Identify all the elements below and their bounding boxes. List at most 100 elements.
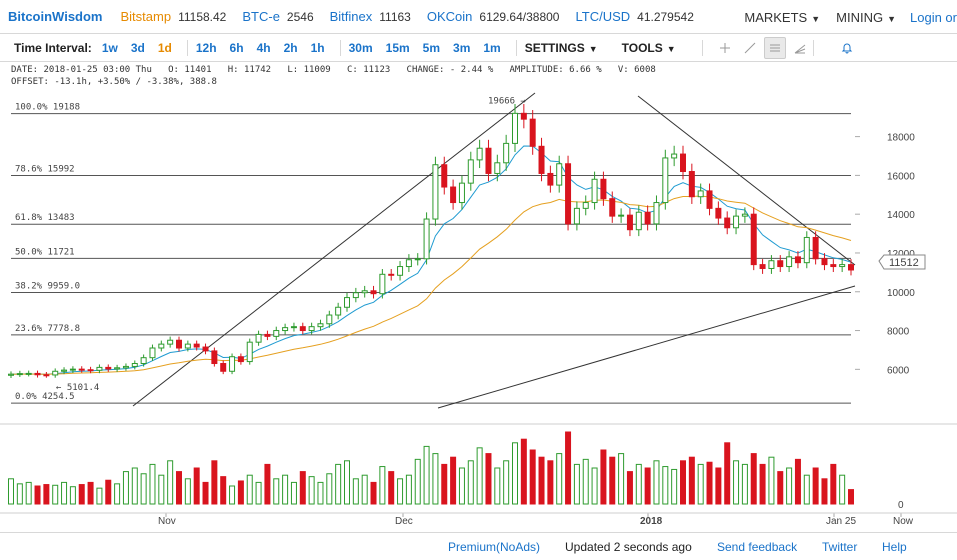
settings-label: SETTINGS bbox=[524, 40, 585, 55]
fan-tool-icon[interactable] bbox=[789, 37, 811, 59]
market-okcoin[interactable]: OKCoin 6129.64/38800 bbox=[427, 9, 560, 24]
candle-up bbox=[573, 207, 580, 225]
bell-icon[interactable] bbox=[836, 37, 858, 59]
fib-level-label: 61.8% 13483 bbox=[15, 213, 75, 223]
volume-bar-up bbox=[573, 463, 580, 505]
volume-bar-up bbox=[733, 460, 740, 505]
candle-down bbox=[830, 264, 837, 268]
candle-up bbox=[467, 159, 474, 184]
market-ltcusd[interactable]: LTC/USD 41.279542 bbox=[575, 9, 693, 24]
volume-bar-down bbox=[43, 484, 50, 505]
volume-bar-up bbox=[96, 487, 103, 505]
candle-down bbox=[706, 190, 713, 209]
volume-bar-down bbox=[441, 463, 448, 505]
volume-bar-down bbox=[520, 438, 527, 505]
volume-bar-up bbox=[344, 460, 350, 505]
price-chart[interactable]: 100.0% 19188 78.6% 15992 61.8% 13483 50.0% … bbox=[0, 62, 957, 530]
candle-up bbox=[405, 259, 412, 268]
price-tick-label: 18000 bbox=[887, 133, 915, 144]
candle-down bbox=[105, 366, 112, 370]
time-tick-label: Nov bbox=[158, 516, 176, 527]
toolbar-divider bbox=[812, 39, 814, 56]
price-tick-label: 6000 bbox=[887, 365, 910, 376]
volume-bar-down bbox=[750, 453, 757, 505]
volume-bar-down bbox=[264, 463, 271, 505]
interval-1w[interactable]: 1w bbox=[101, 40, 118, 55]
interval-1m[interactable]: 1m bbox=[483, 40, 501, 55]
volume-bar-down bbox=[600, 449, 607, 505]
help-link[interactable]: Help bbox=[882, 540, 907, 554]
market-bitfinex[interactable]: Bitfinex 11163 bbox=[330, 9, 411, 24]
twitter-link[interactable]: Twitter bbox=[822, 540, 858, 554]
markets-menu[interactable]: MARKETS ▼ bbox=[744, 10, 820, 25]
mining-menu[interactable]: MINING ▼ bbox=[836, 10, 896, 25]
volume-bar-up bbox=[494, 467, 501, 505]
interval-4h[interactable]: 4h bbox=[256, 40, 271, 55]
current-price-label: 11512 bbox=[889, 257, 919, 269]
fibonacci-tool-icon[interactable] bbox=[763, 36, 786, 59]
candle-down bbox=[821, 258, 828, 266]
interval-1h[interactable]: 1h bbox=[310, 40, 325, 55]
candle-up bbox=[352, 292, 359, 299]
interval-3m[interactable]: 3m bbox=[453, 40, 471, 55]
send-feedback-link[interactable]: Send feedback bbox=[717, 540, 798, 554]
volume-bar-up bbox=[158, 474, 165, 505]
volume-bar-down bbox=[821, 478, 828, 505]
volume-bar-down bbox=[193, 467, 200, 505]
volume-bar-up bbox=[52, 484, 59, 505]
candle-down bbox=[237, 356, 244, 363]
candle-down bbox=[193, 343, 200, 348]
volume-bar-up bbox=[184, 478, 191, 505]
volume-axis-label: 0 bbox=[898, 500, 904, 511]
volume-bar-up bbox=[503, 460, 510, 505]
settings-dropdown[interactable]: SETTINGS ▼ bbox=[525, 41, 598, 55]
candle-up bbox=[803, 236, 810, 264]
candle-down bbox=[220, 363, 227, 372]
candle-up bbox=[494, 162, 501, 174]
candle-up bbox=[379, 273, 386, 295]
price-axis: 6000 8000 10000 12000 14000 16000 18000 0 bbox=[855, 133, 915, 511]
volume-bar-down bbox=[211, 460, 218, 505]
interval-15m[interactable]: 15m bbox=[385, 40, 410, 55]
market-exchange-name: BTC-e bbox=[242, 9, 280, 24]
volume-bar-up bbox=[61, 481, 68, 505]
candle-up bbox=[697, 190, 704, 198]
premium-link[interactable]: Premium(NoAds) bbox=[448, 540, 541, 554]
chevron-down-icon: ▼ bbox=[588, 43, 598, 54]
crosshair-tool-icon[interactable] bbox=[714, 37, 736, 59]
candle-down bbox=[609, 198, 616, 217]
volume-bar-down bbox=[202, 481, 209, 505]
volume-bar-down bbox=[34, 485, 41, 505]
interval-5m[interactable]: 5m bbox=[422, 40, 441, 55]
market-bitstamp[interactable]: Bitstamp 11158.42 bbox=[121, 9, 227, 24]
candle-down bbox=[794, 256, 801, 264]
candlesticks bbox=[8, 104, 854, 379]
interval-3d[interactable]: 3d bbox=[130, 40, 145, 55]
candle-up bbox=[591, 178, 598, 204]
candle-up bbox=[768, 260, 775, 269]
current-price-tag: 11512 bbox=[878, 254, 926, 270]
trend-line bbox=[132, 92, 536, 407]
login-link[interactable]: Login or bbox=[910, 9, 957, 25]
interval-12h[interactable]: 12h bbox=[195, 40, 217, 55]
volume-bar-up bbox=[458, 467, 465, 505]
tools-dropdown[interactable]: TOOLS ▼ bbox=[622, 41, 676, 55]
market-btce[interactable]: BTC-e 2546 bbox=[242, 9, 313, 24]
market-price: 6129.64/38800 bbox=[479, 10, 560, 24]
volume-bar-up bbox=[556, 453, 563, 505]
interval-1d[interactable]: 1d bbox=[157, 40, 172, 55]
interval-6h[interactable]: 6h bbox=[229, 40, 244, 55]
brand-logo[interactable]: BitcoinWisdom bbox=[8, 9, 103, 24]
candle-down bbox=[264, 333, 271, 337]
volume-bar-up bbox=[69, 486, 76, 505]
candle-up bbox=[432, 164, 439, 220]
time-tick-label: Dec bbox=[395, 516, 413, 527]
volume-bar-up bbox=[476, 447, 483, 505]
interval-2h[interactable]: 2h bbox=[283, 40, 298, 55]
candle-down bbox=[450, 186, 457, 204]
update-status: Updated 2 seconds ago bbox=[565, 540, 692, 554]
interval-30m[interactable]: 30m bbox=[348, 40, 373, 55]
volume-bar-up bbox=[25, 481, 32, 505]
line-tool-icon[interactable] bbox=[739, 37, 761, 59]
candle-up bbox=[229, 356, 236, 372]
